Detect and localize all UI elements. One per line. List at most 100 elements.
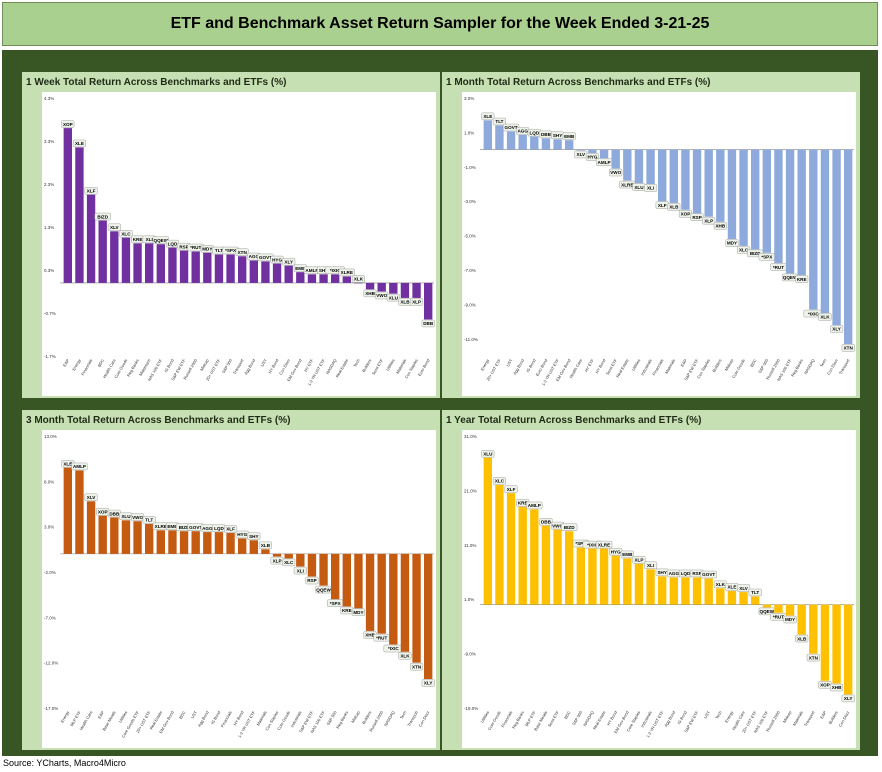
y-tick-label: -5.0%	[464, 234, 476, 239]
ticker-label: XLK	[400, 653, 410, 658]
ticker-label: XLV	[110, 225, 120, 230]
category-tick-label: Energy	[71, 358, 82, 371]
ticker-label: *RUT	[190, 245, 201, 250]
category-tick-label: Utilities	[479, 710, 490, 724]
bar	[272, 553, 282, 557]
bar-data-label: AMLP	[71, 462, 88, 471]
category-tick-label: BDC	[96, 358, 105, 368]
label-tag	[795, 634, 809, 643]
chart-1-year: 31.0% 21.0% 11.0% 1.0% -9.0% -19.0% XLU Utiliti…	[462, 430, 856, 748]
label-tag	[84, 187, 98, 195]
bar	[681, 577, 690, 605]
bar	[762, 604, 771, 608]
bar	[272, 263, 282, 283]
category-tick-label: Tech	[352, 358, 361, 368]
bar-data-label: SHY	[247, 532, 261, 540]
label-tag	[305, 576, 319, 585]
bar	[727, 591, 737, 605]
ticker-label: XTN	[412, 664, 422, 669]
bar-data-label: XLB	[795, 634, 809, 643]
ticker-label: TLT	[495, 119, 503, 124]
ticker-label: BIZD	[750, 251, 761, 256]
y-tick-label: -9.0%	[464, 302, 476, 307]
ticker-label: BIZD	[97, 214, 108, 219]
bar-data-label: XLV	[737, 584, 751, 592]
bar-data-label: XLB	[398, 298, 412, 306]
bar-data-label: XLY	[282, 257, 296, 266]
bar-data-label: LQD	[212, 524, 226, 532]
bar	[797, 149, 806, 276]
ticker-label: RSP	[307, 578, 316, 583]
bar	[377, 282, 386, 292]
ticker-label: XLC	[284, 560, 294, 565]
label-tag	[61, 120, 75, 128]
page-title: ETF and Benchmark Asset Return Sampler f…	[170, 15, 710, 32]
bar	[623, 149, 632, 181]
bar-data-label: XLU	[119, 512, 133, 521]
panel-title: 1 Year Total Return Across Benchmarks an…	[446, 415, 702, 426]
bar	[809, 149, 818, 310]
chart-3-month: 13.0% 8.0% 3.0% -2.0% -7.0% -12.0% -17.0% XLE En…	[42, 430, 436, 748]
bar-data-label: XLI	[644, 184, 658, 192]
bar-data-label: DBB	[107, 509, 121, 518]
bar-data-label: GOVT	[502, 123, 520, 132]
bar	[191, 531, 200, 554]
bar-data-label: XLP	[632, 556, 646, 564]
bar-data-label: RSP	[690, 213, 704, 221]
bar	[588, 149, 597, 154]
bar-data-label: XLC	[282, 558, 296, 567]
ticker-label: SHY	[657, 570, 666, 575]
bar	[530, 509, 539, 605]
bar	[669, 577, 678, 605]
ticker-label: LQD	[681, 571, 691, 576]
bar	[518, 134, 527, 150]
bar-data-label: MDY	[200, 245, 214, 253]
ticker-label: KRE	[518, 500, 528, 505]
ticker-label: XLP	[412, 300, 421, 305]
bar-data-label: KRE	[795, 275, 809, 283]
y-tick-label: 11.0%	[464, 543, 476, 548]
label-tag	[620, 550, 634, 559]
bar-data-label: XOP	[96, 508, 110, 516]
label-tag	[561, 523, 578, 531]
bar	[377, 553, 386, 634]
bar	[389, 553, 398, 645]
ticker-label: XOP	[63, 122, 73, 127]
ticker-label: XLY	[284, 259, 293, 264]
ticker-label: XHB	[832, 685, 842, 690]
y-tick-label: -0.7%	[44, 311, 56, 316]
category-tick-label: BDC	[749, 358, 758, 368]
label-tag	[818, 313, 832, 321]
bar	[331, 274, 340, 283]
y-tick-label: -7.0%	[464, 268, 476, 273]
bar	[658, 576, 667, 605]
bar	[565, 531, 574, 605]
bar	[63, 467, 72, 554]
bar	[669, 149, 678, 203]
label-tag	[235, 248, 249, 256]
panel-title: 1 Month Total Return Across Benchmarks a…	[446, 77, 711, 88]
bar-data-label: XLF	[655, 201, 669, 209]
label-tag	[481, 112, 495, 121]
ticker-label: XLY	[424, 681, 433, 686]
bar	[412, 553, 421, 663]
ticker-label: XLU	[389, 295, 399, 300]
bar	[342, 276, 351, 283]
bar-data-label: LQD	[165, 239, 179, 248]
bar	[646, 149, 655, 184]
bar	[832, 604, 841, 684]
category-tick-label: HY ETF	[583, 358, 595, 373]
bar	[307, 274, 317, 283]
panel-3-month: 3 Month Total Return Across Benchmarks a…	[22, 410, 440, 750]
bar	[774, 149, 783, 264]
category-tick-label: Tech	[714, 710, 723, 720]
ticker-label: SHY	[319, 268, 328, 273]
label-tag	[72, 139, 86, 148]
ticker-label: LQD	[168, 241, 178, 246]
ticker-label: KRE	[797, 277, 807, 282]
bar	[214, 254, 224, 283]
category-tick-label: Utilities	[385, 358, 396, 372]
bar-data-label: XLE	[481, 112, 495, 121]
bar	[284, 553, 293, 559]
bar-data-label: XLY	[421, 679, 435, 687]
